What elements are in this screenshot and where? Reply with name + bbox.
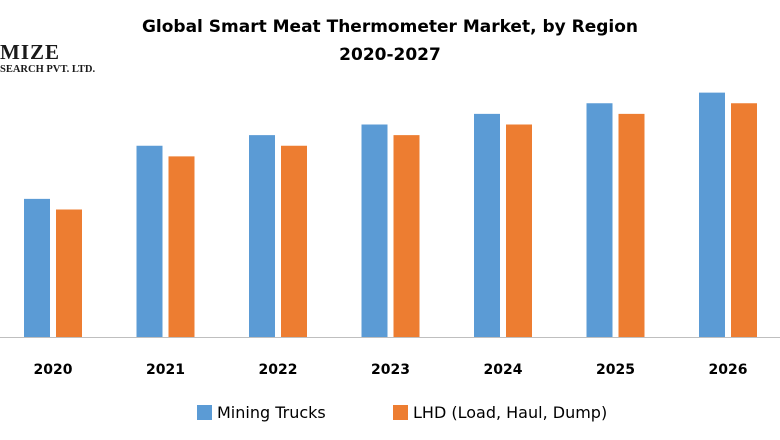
x-tick-label: 2021 bbox=[146, 362, 185, 378]
legend-label-mining-trucks: Mining Trucks bbox=[217, 403, 326, 422]
watermark-logo: MIZE SEARCH PVT. LTD. bbox=[0, 42, 95, 77]
chart-title: Global Smart Meat Thermometer Market, by… bbox=[141, 17, 639, 37]
x-tick-label: 2020 bbox=[34, 362, 73, 378]
chart-subtitle: 2020-2027 bbox=[339, 45, 441, 65]
x-tick-label: 2025 bbox=[596, 362, 635, 378]
watermark-line-1: MIZE bbox=[0, 40, 61, 64]
bar-lhd-2020 bbox=[56, 209, 82, 337]
x-tick-label: 2023 bbox=[371, 362, 410, 378]
bar-mining-trucks-2024 bbox=[474, 113, 500, 337]
bar-lhd-2025 bbox=[618, 113, 645, 337]
bar-mining-trucks-2021 bbox=[136, 145, 163, 337]
bar-mining-trucks-2022 bbox=[249, 135, 275, 337]
legend-item-lhd: LHD (Load, Haul, Dump) bbox=[393, 403, 607, 422]
legend-swatch-lhd bbox=[393, 405, 408, 420]
bar-lhd-2022 bbox=[281, 145, 307, 337]
bar-lhd-2021 bbox=[168, 156, 195, 337]
x-tick-label: 2024 bbox=[484, 362, 523, 378]
x-tick-label: 2026 bbox=[709, 362, 748, 378]
legend-label-lhd: LHD (Load, Haul, Dump) bbox=[413, 403, 608, 422]
legend: Mining Trucks LHD (Load, Haul, Dump) bbox=[0, 403, 780, 425]
bar-mining-trucks-2025 bbox=[586, 103, 613, 337]
x-tick-label: 2022 bbox=[259, 362, 298, 378]
bar-mining-trucks-2023 bbox=[361, 124, 388, 337]
legend-item-mining-trucks: Mining Trucks bbox=[197, 403, 326, 422]
bar-mining-trucks-2026 bbox=[699, 92, 725, 337]
bar-lhd-2026 bbox=[731, 103, 757, 337]
watermark-line-2: SEARCH PVT. LTD. bbox=[0, 64, 96, 75]
bar-lhd-2023 bbox=[393, 135, 420, 337]
bar-mining-trucks-2020 bbox=[24, 198, 50, 337]
bar-chart: 2020 2021 2022 2023 2024 2025 2026 bbox=[0, 92, 780, 378]
bar-lhd-2024 bbox=[506, 124, 532, 337]
legend-swatch-mining-trucks bbox=[197, 405, 212, 420]
